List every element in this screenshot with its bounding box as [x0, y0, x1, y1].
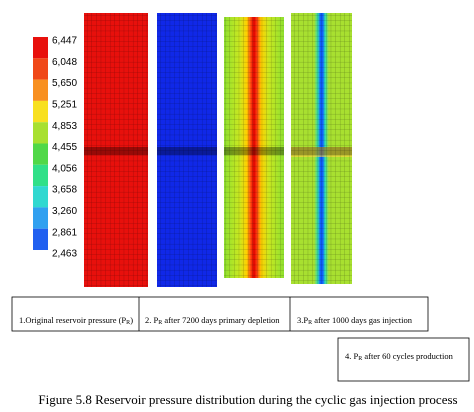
color-swatch [33, 143, 48, 165]
panel [157, 13, 217, 287]
scale-label: 4,056 [52, 163, 77, 174]
well-layer [291, 147, 352, 155]
color-swatch [33, 228, 48, 250]
caption-box [11, 296, 429, 332]
mesh [84, 13, 148, 287]
scale-label: 3,658 [52, 185, 77, 196]
color-swatch [33, 164, 48, 187]
well-layer [224, 147, 284, 155]
panel [224, 17, 284, 278]
scale-label: 4,853 [52, 121, 77, 132]
scale-label: 2,463 [52, 249, 77, 260]
color-swatch [33, 186, 48, 208]
figure-caption: Figure 5.8 Reservoir pressure distributi… [38, 392, 457, 407]
caption-boxes [11, 296, 470, 382]
color-swatch [33, 79, 48, 101]
panel-caption: 1.Original reservoir pressure (PR) [19, 315, 133, 326]
mesh [291, 13, 352, 284]
scale-label: 3,260 [52, 206, 77, 217]
caption-box [337, 337, 470, 382]
scale-label: 5,251 [52, 100, 77, 111]
panel [84, 13, 148, 287]
color-swatch [33, 58, 48, 80]
color-scale: 6,447 6,048 5,650 5,251 4,853 4,455 4,056 3,658… [33, 36, 77, 260]
panel-caption: 3.PR after 1000 days gas injection [297, 315, 413, 326]
well-layer [84, 147, 148, 155]
scale-label: 2,861 [52, 227, 77, 238]
scale-label: 5,650 [52, 78, 77, 89]
color-swatch [33, 122, 48, 144]
scale-label: 6,447 [52, 36, 77, 47]
scale-label: 4,455 [52, 142, 77, 153]
panel-caption: 4. PR after 60 cycles production [345, 351, 454, 362]
color-swatch [33, 37, 48, 59]
mesh [224, 17, 284, 278]
color-swatch [33, 207, 48, 229]
mesh [157, 13, 217, 287]
well-layer [157, 147, 217, 155]
panel-caption: 2. PR after 7200 days primary depletion [145, 315, 280, 326]
scale-label: 6,048 [52, 57, 77, 68]
panel [291, 13, 352, 284]
color-swatch [33, 100, 48, 123]
